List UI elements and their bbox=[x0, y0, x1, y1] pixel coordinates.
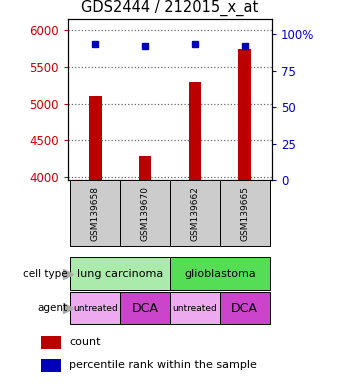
Bar bbox=[70, 180, 120, 246]
Text: count: count bbox=[69, 337, 101, 347]
Title: GDS2444 / 212015_x_at: GDS2444 / 212015_x_at bbox=[81, 0, 259, 17]
Bar bbox=[170, 180, 220, 246]
Text: DCA: DCA bbox=[231, 302, 258, 314]
Bar bbox=[220, 292, 270, 324]
Text: untreated: untreated bbox=[172, 304, 217, 313]
Bar bbox=[139, 156, 151, 180]
Bar bbox=[120, 292, 170, 324]
Text: glioblastoma: glioblastoma bbox=[184, 268, 256, 279]
Text: DCA: DCA bbox=[132, 302, 158, 314]
Bar bbox=[189, 81, 201, 180]
Text: GSM139662: GSM139662 bbox=[190, 186, 199, 240]
Bar bbox=[170, 257, 270, 290]
Bar bbox=[238, 48, 251, 180]
Bar bbox=[41, 336, 62, 349]
Text: lung carcinoma: lung carcinoma bbox=[77, 268, 163, 279]
Text: GSM139670: GSM139670 bbox=[141, 185, 150, 241]
Bar bbox=[70, 292, 120, 324]
Text: agent: agent bbox=[37, 303, 68, 313]
Text: GSM139658: GSM139658 bbox=[91, 185, 100, 241]
Bar bbox=[41, 359, 62, 372]
Bar bbox=[70, 257, 170, 290]
Bar bbox=[89, 96, 102, 180]
Bar bbox=[120, 180, 170, 246]
Text: percentile rank within the sample: percentile rank within the sample bbox=[69, 360, 257, 370]
Text: GSM139665: GSM139665 bbox=[240, 185, 249, 241]
Text: untreated: untreated bbox=[73, 304, 118, 313]
Text: cell type: cell type bbox=[23, 268, 68, 279]
Bar bbox=[220, 180, 270, 246]
Bar bbox=[170, 292, 220, 324]
